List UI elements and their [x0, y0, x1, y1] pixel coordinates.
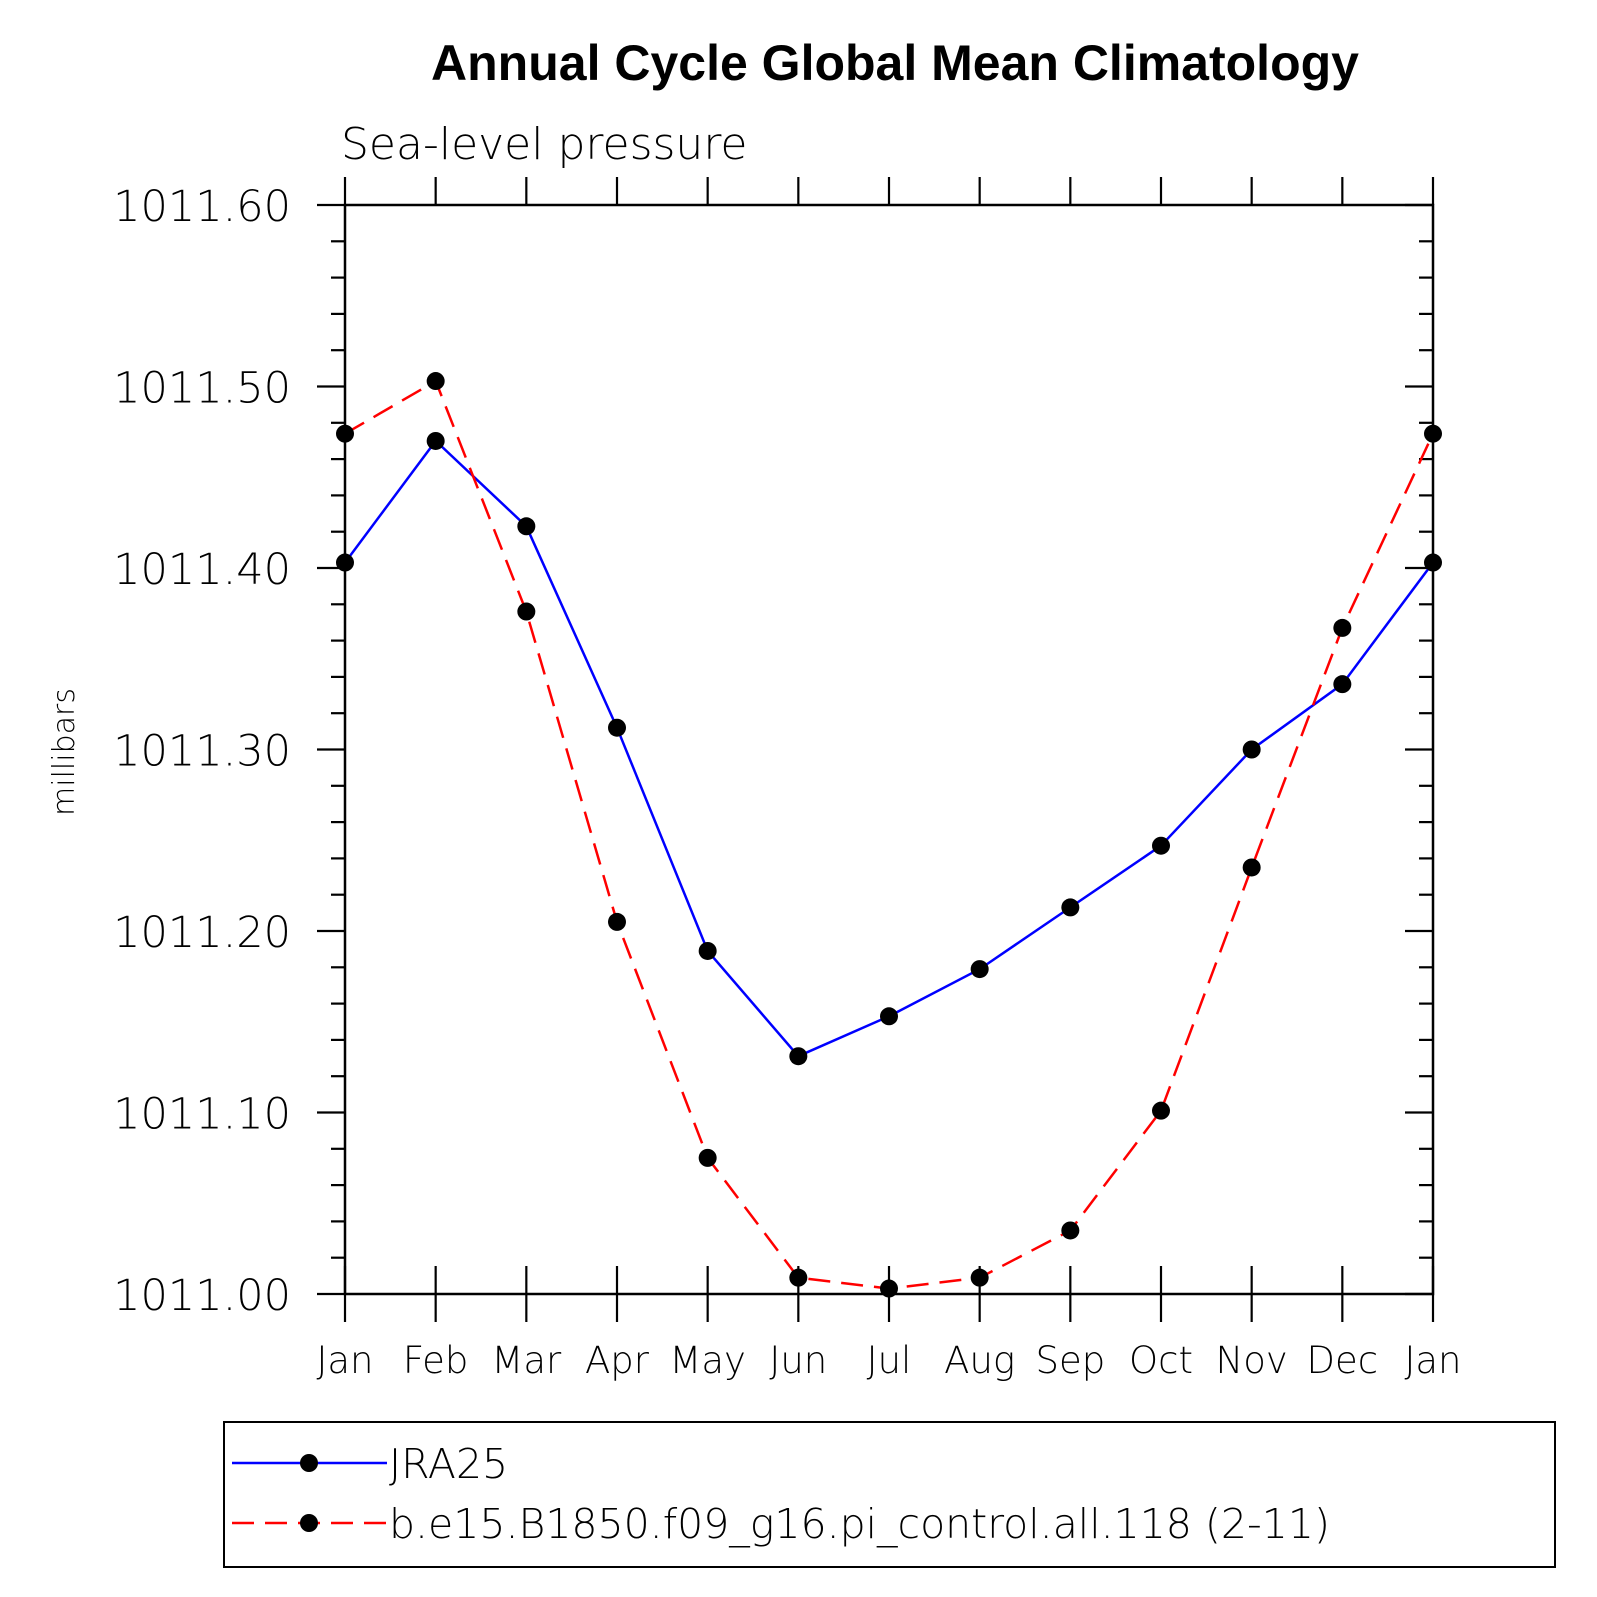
- x-tick-label: May: [669, 1339, 746, 1382]
- series-2-point: [1061, 1221, 1080, 1240]
- series-2-point: [789, 1268, 808, 1287]
- y-tick-label: 1011.50: [113, 364, 291, 414]
- series-2-point: [698, 1148, 717, 1167]
- x-tick-label: Mar: [491, 1339, 562, 1382]
- series-line-1: [343, 439, 1435, 1058]
- chart-subtitle: Sea-level pressure: [341, 119, 748, 170]
- legend-label-2: b.e15.B1850.f09_g16.pi_control.all.118 (…: [389, 1500, 1330, 1548]
- series-2-point: [426, 372, 445, 391]
- chart-title: Annual Cycle Global Mean Climatology: [431, 35, 1359, 91]
- series-1-point: [1333, 675, 1352, 694]
- x-tick-label: Nov: [1216, 1339, 1288, 1382]
- series-line-2: [344, 379, 1435, 1290]
- y-tick-label: 1011.40: [113, 545, 291, 595]
- series-2-point: [608, 912, 626, 931]
- series-1-point: [1242, 740, 1261, 759]
- series-1-point: [789, 1047, 808, 1066]
- series-2-point: [1242, 858, 1261, 877]
- x-tick-label: Dec: [1307, 1339, 1379, 1382]
- series-1-point: [608, 718, 626, 737]
- series-1-point: [698, 941, 717, 960]
- axis-ticks: [317, 177, 1435, 1322]
- x-tick-label: Sep: [1035, 1339, 1105, 1382]
- y-tick-label: 1011.60: [113, 182, 291, 232]
- legend: JRA25 b.e15.B1850.f09_g16.pi_control.all.…: [223, 1421, 1556, 1568]
- series-1-point: [1152, 836, 1170, 855]
- series-1-point: [517, 517, 536, 536]
- x-tick-label: Apr: [585, 1339, 650, 1382]
- series-2-point: [1333, 618, 1352, 637]
- x-tick-label: Jan: [1404, 1339, 1461, 1382]
- x-tick-label: Jan: [316, 1339, 373, 1382]
- x-tick-label: Jul: [867, 1339, 912, 1382]
- legend-label-1: JRA25: [389, 1440, 508, 1488]
- y-tick-label: 1011.10: [113, 1090, 291, 1140]
- x-tick-label: Aug: [944, 1339, 1015, 1382]
- plot-frame: [343, 203, 1435, 1296]
- series-2-point: [970, 1268, 989, 1287]
- series-2-point: [517, 602, 536, 621]
- y-tick-label: 1011.00: [113, 1271, 291, 1321]
- y-tick-label: 1011.30: [113, 727, 291, 777]
- y-tick-label: 1011.20: [113, 908, 291, 958]
- legend-marker-1: [300, 1454, 318, 1472]
- legend-box: [223, 1421, 1556, 1568]
- series-1-point: [426, 431, 445, 450]
- y-axis-label: millibars: [47, 688, 82, 816]
- series-layer: [336, 372, 1442, 1298]
- x-tick-labels: Jan Feb Mar Apr May Jun Jul Aug Sep Oct Nov Dec Jan: [316, 1339, 1461, 1382]
- legend-marker-2: [300, 1514, 318, 1532]
- y-tick-labels: 1011.00 1011.10 1011.20 1011.30 1011.40 1011.…: [113, 182, 291, 1321]
- x-tick-label: Feb: [403, 1339, 469, 1382]
- series-2-point: [1152, 1101, 1170, 1120]
- series-1-point: [1061, 898, 1080, 917]
- series-1-point: [970, 960, 989, 979]
- series-1-point: [880, 1007, 898, 1026]
- x-tick-label: Oct: [1129, 1339, 1193, 1382]
- x-tick-label: Jun: [769, 1339, 827, 1382]
